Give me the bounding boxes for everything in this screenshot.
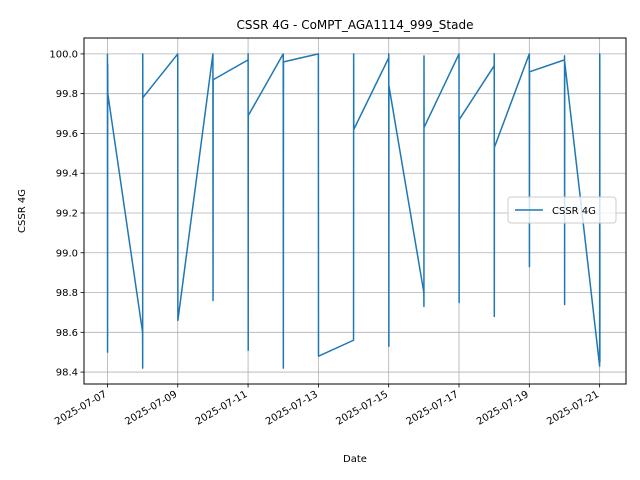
- x-axis-label: Date: [343, 454, 367, 465]
- y-tick-label: 99.4: [56, 169, 78, 180]
- y-tick-label: 99.0: [56, 248, 78, 259]
- plot-frame: [83, 37, 627, 385]
- series-line-cssr-4g: [106, 53, 601, 369]
- y-tick-label: 98.6: [56, 328, 78, 339]
- legend: CSSR 4G: [507, 196, 617, 224]
- y-tick-label: 98.8: [56, 288, 78, 299]
- y-tick-label: 98.4: [56, 368, 78, 379]
- chart-title: CSSR 4G - CoMPT_AGA1114_999_Stade: [237, 18, 474, 32]
- y-axis-label: CSSR 4G: [17, 189, 28, 233]
- y-tick-label: 99.2: [56, 208, 78, 219]
- series-layer: [106, 53, 601, 369]
- y-tick-label: 100.0: [49, 49, 78, 60]
- legend-box: [507, 196, 617, 224]
- y-tick-label: 99.6: [56, 129, 78, 140]
- y-tick-label: 99.8: [56, 89, 78, 100]
- legend-label-cssr-4g: CSSR 4G: [552, 206, 596, 217]
